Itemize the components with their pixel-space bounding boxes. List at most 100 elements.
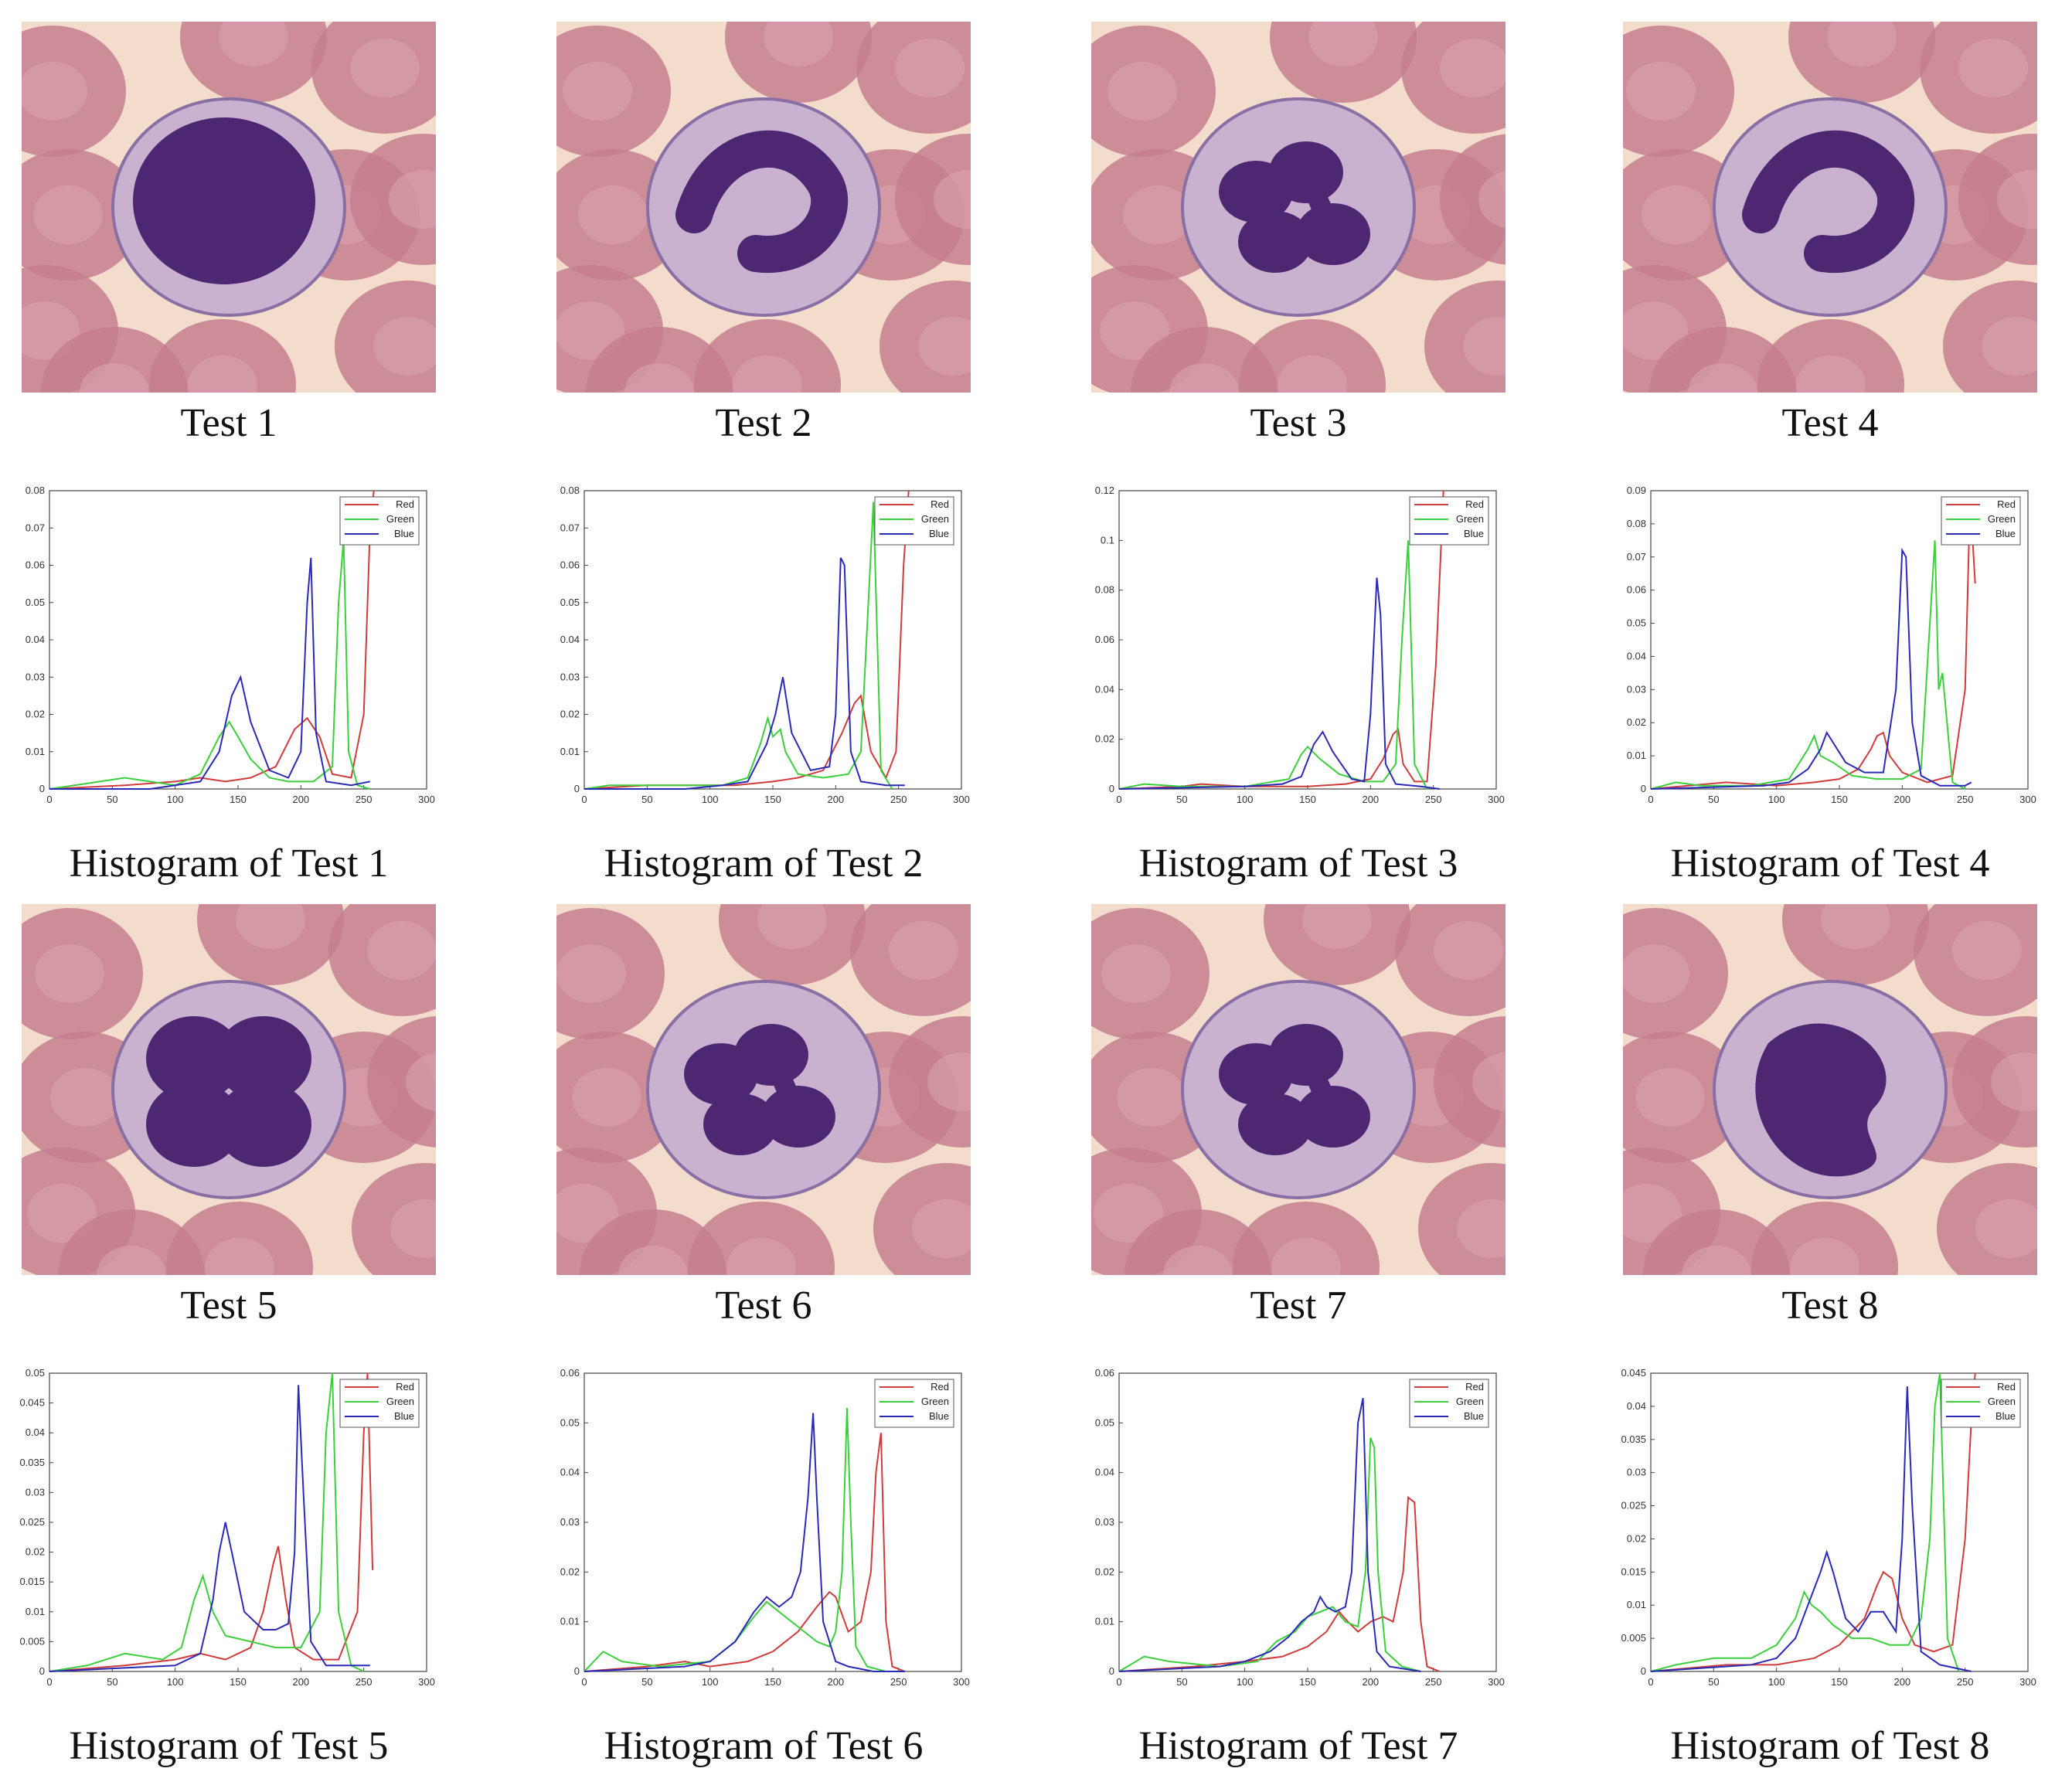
x-tick-label: 250 bbox=[1425, 1676, 1442, 1688]
histogram-caption: Histogram of Test 7 bbox=[1138, 1724, 1458, 1768]
y-tick-label: 0.04 bbox=[560, 1467, 580, 1478]
x-tick-label: 50 bbox=[1708, 794, 1719, 805]
red-blood-cell bbox=[1623, 908, 1728, 1039]
y-tick-label: 0.02 bbox=[26, 709, 45, 720]
red-blood-cell bbox=[1937, 1163, 2037, 1275]
legend-label: Green bbox=[1988, 1396, 2016, 1407]
series-line-blue bbox=[1118, 577, 1440, 790]
x-tick-label: 150 bbox=[1299, 1676, 1316, 1688]
series-line-green bbox=[1650, 1372, 1960, 1672]
cytoplasm bbox=[111, 980, 346, 1199]
legend-label: Blue bbox=[929, 528, 949, 539]
y-tick-label: 0.1 bbox=[1101, 534, 1114, 546]
x-tick-label: 300 bbox=[1488, 794, 1505, 805]
series-line-red bbox=[1650, 1372, 1976, 1672]
y-tick-label: 0.04 bbox=[1095, 683, 1114, 695]
x-tick-label: 300 bbox=[2019, 794, 2036, 805]
y-tick-label: 0.03 bbox=[26, 671, 45, 682]
y-tick-label: 0 bbox=[574, 783, 580, 794]
image-caption: Test 5 bbox=[180, 1284, 277, 1328]
x-tick-label: 250 bbox=[890, 1676, 907, 1688]
legend-label: Red bbox=[1997, 1381, 2016, 1392]
red-blood-cell bbox=[1757, 319, 1904, 393]
y-tick-label: 0.035 bbox=[1621, 1433, 1646, 1445]
x-tick-label: 250 bbox=[890, 794, 907, 805]
legend: Red Green Blue bbox=[1409, 496, 1489, 546]
nucleus bbox=[1219, 141, 1370, 273]
legend-label: Red bbox=[396, 498, 414, 510]
x-tick-label: 150 bbox=[230, 794, 247, 805]
nucleus bbox=[1219, 1024, 1370, 1155]
legend-label: Blue bbox=[394, 528, 414, 539]
red-blood-cell bbox=[166, 1202, 313, 1275]
red-blood-cell bbox=[1782, 904, 1929, 985]
histogram-chart-test-3: 0 50 100 150 200 250 300 0 0.02 0.04 0.06 0.08 0.1 0.… bbox=[1070, 483, 1533, 823]
y-tick-label: 0 bbox=[1641, 783, 1646, 794]
red-blood-cell bbox=[1943, 281, 2037, 393]
x-tick-label: 100 bbox=[167, 794, 184, 805]
cytoplasm bbox=[1181, 97, 1416, 317]
y-tick-label: 0.02 bbox=[1627, 716, 1646, 728]
red-blood-cell bbox=[725, 22, 872, 103]
y-tick-label: 0.025 bbox=[1621, 1500, 1646, 1511]
cytoplasm bbox=[646, 980, 881, 1199]
legend: Red Green Blue bbox=[1409, 1379, 1489, 1428]
histogram-caption: Histogram of Test 2 bbox=[604, 842, 924, 886]
x-tick-label: 50 bbox=[107, 794, 117, 805]
y-tick-label: 0.09 bbox=[1627, 485, 1646, 496]
x-tick-label: 300 bbox=[418, 794, 435, 805]
legend-label: Blue bbox=[1464, 1410, 1484, 1422]
x-tick-label: 0 bbox=[1648, 794, 1653, 805]
y-tick-label: 0.02 bbox=[560, 709, 580, 720]
series-line-blue bbox=[49, 1385, 370, 1672]
legend: Red Green Blue bbox=[1941, 1379, 2021, 1428]
y-tick-label: 0.01 bbox=[26, 746, 45, 757]
y-tick-label: 0.015 bbox=[1621, 1566, 1646, 1577]
y-tick-label: 0.05 bbox=[560, 1416, 580, 1428]
series-line-green bbox=[583, 1407, 886, 1672]
x-tick-label: 150 bbox=[764, 794, 781, 805]
series-line-blue bbox=[584, 557, 905, 790]
red-blood-cell bbox=[694, 319, 841, 393]
legend-label: Red bbox=[1465, 498, 1484, 510]
red-blood-cell bbox=[58, 1209, 205, 1275]
y-tick-label: 0.015 bbox=[19, 1576, 45, 1587]
legend-label: Blue bbox=[929, 1410, 949, 1422]
histogram-chart-test-1: 0 50 100 150 200 250 300 0 0.01 0.02 0.03 0.04 0.05 0… bbox=[0, 483, 464, 823]
red-blood-cell bbox=[367, 1016, 436, 1148]
y-tick-label: 0.045 bbox=[19, 1397, 45, 1409]
x-tick-label: 250 bbox=[356, 794, 373, 805]
legend-label: Green bbox=[386, 513, 414, 525]
y-tick-label: 0.04 bbox=[1095, 1467, 1114, 1478]
x-tick-label: 150 bbox=[230, 1676, 247, 1688]
x-tick-label: 50 bbox=[641, 794, 652, 805]
histogram-caption: Histogram of Test 4 bbox=[1670, 842, 1990, 886]
micrograph-test-3 bbox=[1091, 22, 1506, 393]
y-tick-label: 0.04 bbox=[1627, 1400, 1646, 1412]
y-tick-label: 0.07 bbox=[560, 522, 580, 533]
legend-label: Blue bbox=[394, 1410, 414, 1422]
nucleus bbox=[1742, 130, 1914, 274]
y-tick-label: 0.02 bbox=[560, 1566, 580, 1577]
y-tick-label: 0.005 bbox=[1621, 1632, 1646, 1644]
y-tick-label: 0.06 bbox=[1095, 1367, 1114, 1379]
x-tick-label: 150 bbox=[1831, 794, 1848, 805]
y-tick-label: 0.03 bbox=[1627, 1467, 1646, 1478]
x-tick-label: 250 bbox=[1957, 794, 1974, 805]
legend: Red Green Blue bbox=[874, 1379, 954, 1428]
red-blood-cell bbox=[1434, 1016, 1506, 1148]
legend-label: Green bbox=[1456, 513, 1484, 525]
series-line-green bbox=[583, 502, 893, 790]
red-blood-cell bbox=[1270, 22, 1417, 103]
y-tick-label: 0.01 bbox=[560, 1616, 580, 1627]
red-blood-cell bbox=[1401, 22, 1506, 134]
cytoplasm bbox=[1181, 980, 1416, 1199]
red-blood-cell bbox=[895, 134, 971, 265]
red-blood-cell bbox=[1623, 26, 1734, 157]
red-blood-cell bbox=[1424, 281, 1506, 393]
y-tick-label: 0.02 bbox=[26, 1546, 45, 1558]
histogram-caption: Histogram of Test 8 bbox=[1670, 1724, 1990, 1768]
red-blood-cell bbox=[41, 327, 188, 393]
red-blood-cell bbox=[22, 26, 126, 157]
y-tick-label: 0.06 bbox=[26, 559, 45, 571]
